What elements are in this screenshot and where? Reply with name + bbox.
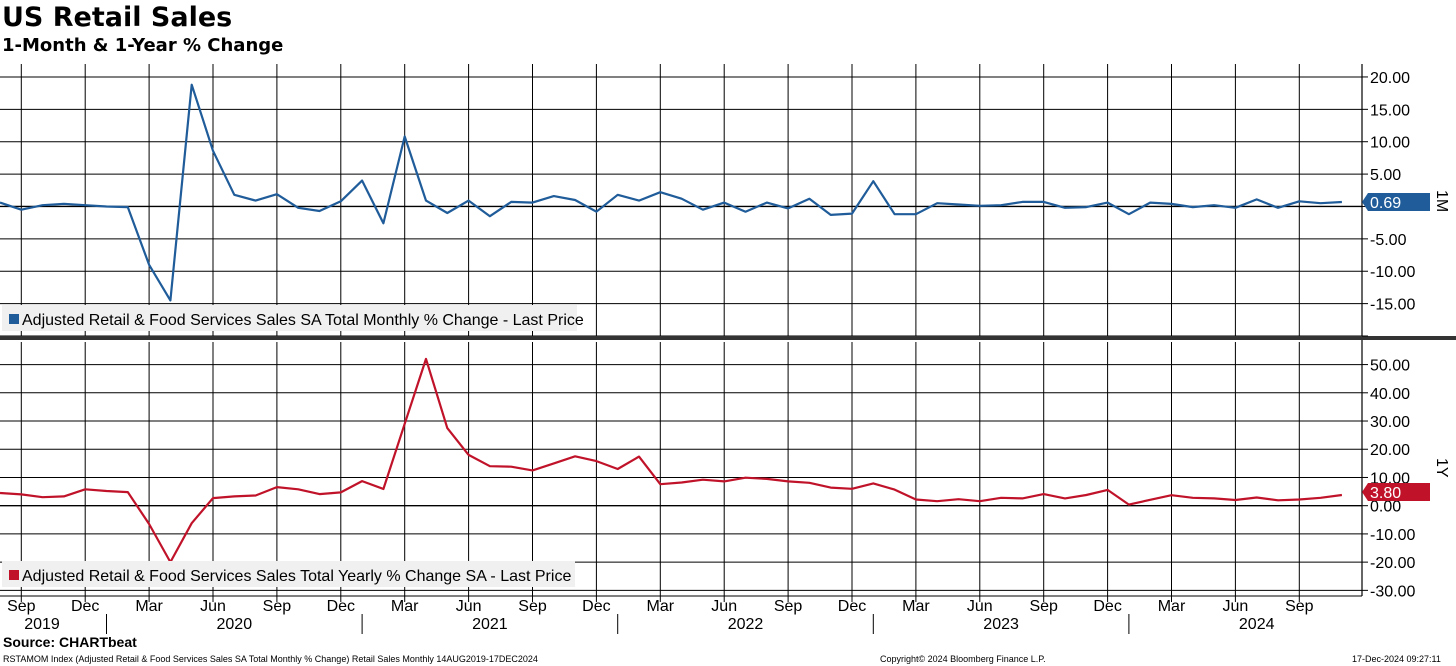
chart-subtitle: 1-Month & 1-Year % Change (2, 35, 284, 56)
x-month-label: Jun (456, 598, 482, 615)
y-tick-label: -5.00 (1370, 232, 1407, 249)
y-tick-label: 40.00 (1370, 386, 1410, 403)
x-month-label: Mar (902, 598, 930, 615)
legend-background (2, 561, 575, 587)
x-month-label: Jun (200, 598, 226, 615)
top-legend: Adjusted Retail & Food Services Sales SA… (2, 305, 584, 331)
top-panel-grid (0, 64, 1362, 337)
yearly-legend-label: Adjusted Retail & Food Services Sales To… (22, 568, 571, 585)
yearly-last-value-tag: 3.80 (1362, 483, 1430, 502)
top-y-ticks: 20.00 15.00 10.00 5.00 -5.00 -10.00 -15.00 (1362, 70, 1415, 337)
footer-description: RSTAMOM Index (Adjusted Retail & Food Se… (3, 654, 538, 664)
bottom-panel-grid (0, 342, 1362, 596)
source-note: Source: CHARTbeat (3, 634, 137, 650)
top-axis-label: 1M (1433, 190, 1450, 212)
x-month-label: Dec (838, 598, 866, 615)
x-month-label: Mar (135, 598, 163, 615)
x-month-label: Sep (774, 598, 803, 615)
x-month-label: Sep (7, 598, 36, 615)
y-tick-label: 50.00 (1370, 358, 1410, 375)
x-month-label: Sep (263, 598, 292, 615)
x-ticks: Sep Dec Mar Jun Sep Dec Mar Jun Sep Dec Mar Jun Sep D… (7, 596, 1314, 634)
chart-title: US Retail Sales (2, 2, 233, 33)
y-tick-label: 10.00 (1370, 135, 1410, 152)
y-tick-label: 20.00 (1370, 70, 1410, 87)
x-month-label: Sep (1029, 598, 1058, 615)
x-month-label: Mar (391, 598, 419, 615)
y-tick-label: -20.00 (1370, 555, 1415, 572)
yearly-last-value: 3.80 (1370, 485, 1401, 502)
y-tick-label: 5.00 (1370, 167, 1401, 184)
x-month-label: Mar (1158, 598, 1186, 615)
panel-frame (0, 64, 1456, 597)
series-line (0, 83, 1342, 302)
monthly-last-value-tag: 0.69 (1362, 193, 1430, 212)
footer-copyright: Copyright© 2024 Bloomberg Finance L.P. (880, 654, 1046, 664)
x-year-label: 2019 (24, 616, 60, 633)
bottom-y-ticks: 50.0040.0030.0020.0010.000.00-10.00-20.0… (1362, 358, 1415, 600)
footer-timestamp: 17-Dec-2024 09:27:11 (1352, 654, 1441, 664)
x-year-label: 2020 (217, 616, 253, 633)
x-month-label: Jun (711, 598, 737, 615)
x-month-label: Dec (71, 598, 99, 615)
x-month-label: Mar (647, 598, 675, 615)
panel-separator (0, 336, 1456, 340)
yearly-legend-swatch (9, 570, 19, 580)
bottom-axis-label: 1Y (1433, 458, 1450, 478)
x-month-label: Dec (582, 598, 610, 615)
yearly-series (0, 357, 1343, 564)
y-tick-label: -10.00 (1370, 264, 1415, 281)
y-tick-label: 30.00 (1370, 414, 1410, 431)
y-tick-label: -10.00 (1370, 527, 1415, 544)
monthly-last-value: 0.69 (1370, 195, 1401, 212)
y-tick-label: -15.00 (1370, 297, 1415, 314)
monthly-series (0, 83, 1342, 302)
y-tick-label: 20.00 (1370, 442, 1410, 459)
x-month-label: Sep (518, 598, 547, 615)
x-month-label: Jun (967, 598, 993, 615)
x-year-label: 2024 (1239, 616, 1275, 633)
x-month-label: Dec (327, 598, 355, 615)
x-year-label: 2022 (728, 616, 764, 633)
x-month-label: Sep (1285, 598, 1314, 615)
x-year-label: 2023 (983, 616, 1019, 633)
y-tick-label: -30.00 (1370, 583, 1415, 600)
x-year-label: 2021 (472, 616, 508, 633)
monthly-legend-label: Adjusted Retail & Food Services Sales SA… (22, 312, 584, 329)
bottom-legend: Adjusted Retail & Food Services Sales To… (2, 561, 575, 587)
series-line (0, 357, 1343, 564)
y-tick-label: 0.00 (1370, 499, 1401, 516)
y-tick-label: 15.00 (1370, 102, 1410, 119)
x-month-label: Dec (1093, 598, 1121, 615)
monthly-legend-swatch (9, 314, 19, 324)
legend-background (2, 305, 577, 331)
x-month-label: Jun (1223, 598, 1249, 615)
